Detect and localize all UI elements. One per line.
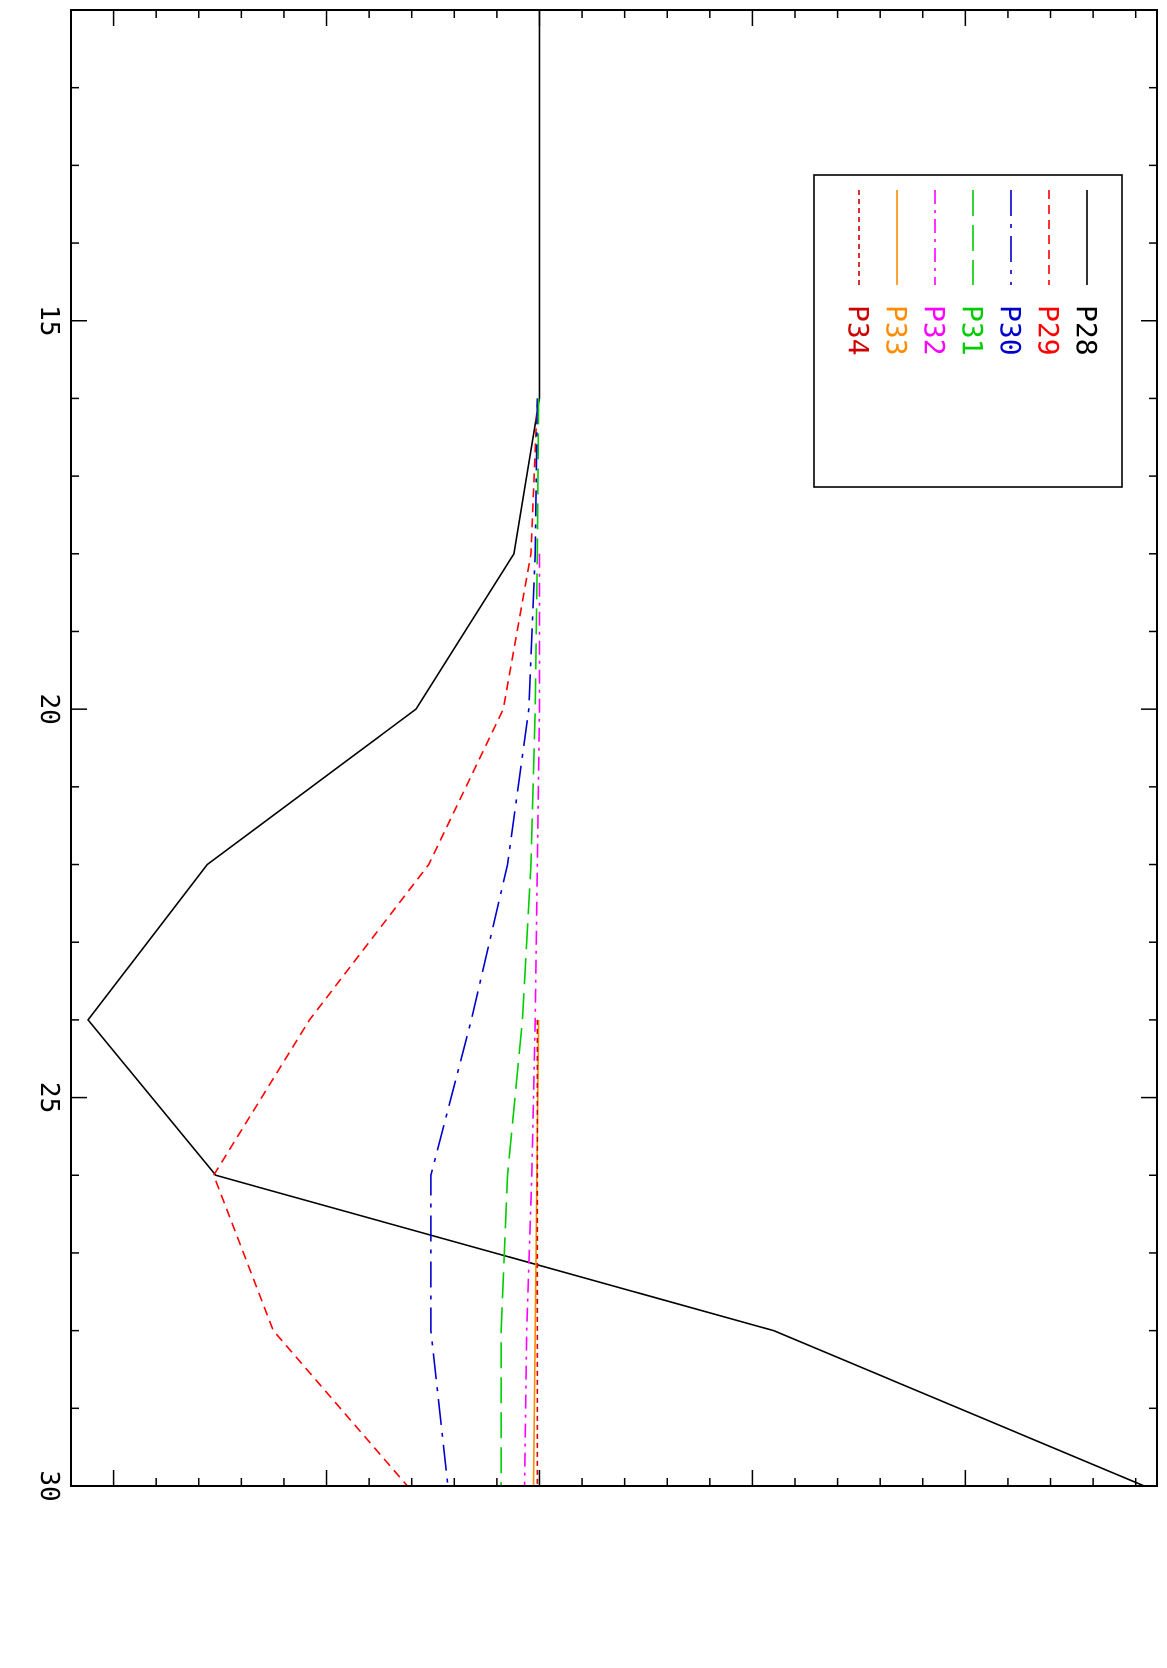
legend-label-p33: P33 [880, 305, 913, 356]
x-tick-label: 25 [34, 1082, 64, 1113]
legend-label-p29: P29 [1032, 305, 1065, 356]
legend-label-p31: P31 [956, 305, 989, 356]
legend-label-p30: P30 [994, 305, 1027, 356]
series-line-p29 [214, 398, 538, 1486]
x-tick-label: 30 [34, 1470, 64, 1501]
series-line-p30 [431, 398, 537, 1486]
series-line-p31 [501, 398, 538, 1486]
legend-label-p32: P32 [918, 305, 951, 356]
x-tick-label: 20 [34, 694, 64, 725]
legend-label-p34: P34 [842, 305, 875, 356]
legend-label-p28: P28 [1070, 305, 1103, 356]
x-tick-label: 15 [34, 305, 64, 336]
